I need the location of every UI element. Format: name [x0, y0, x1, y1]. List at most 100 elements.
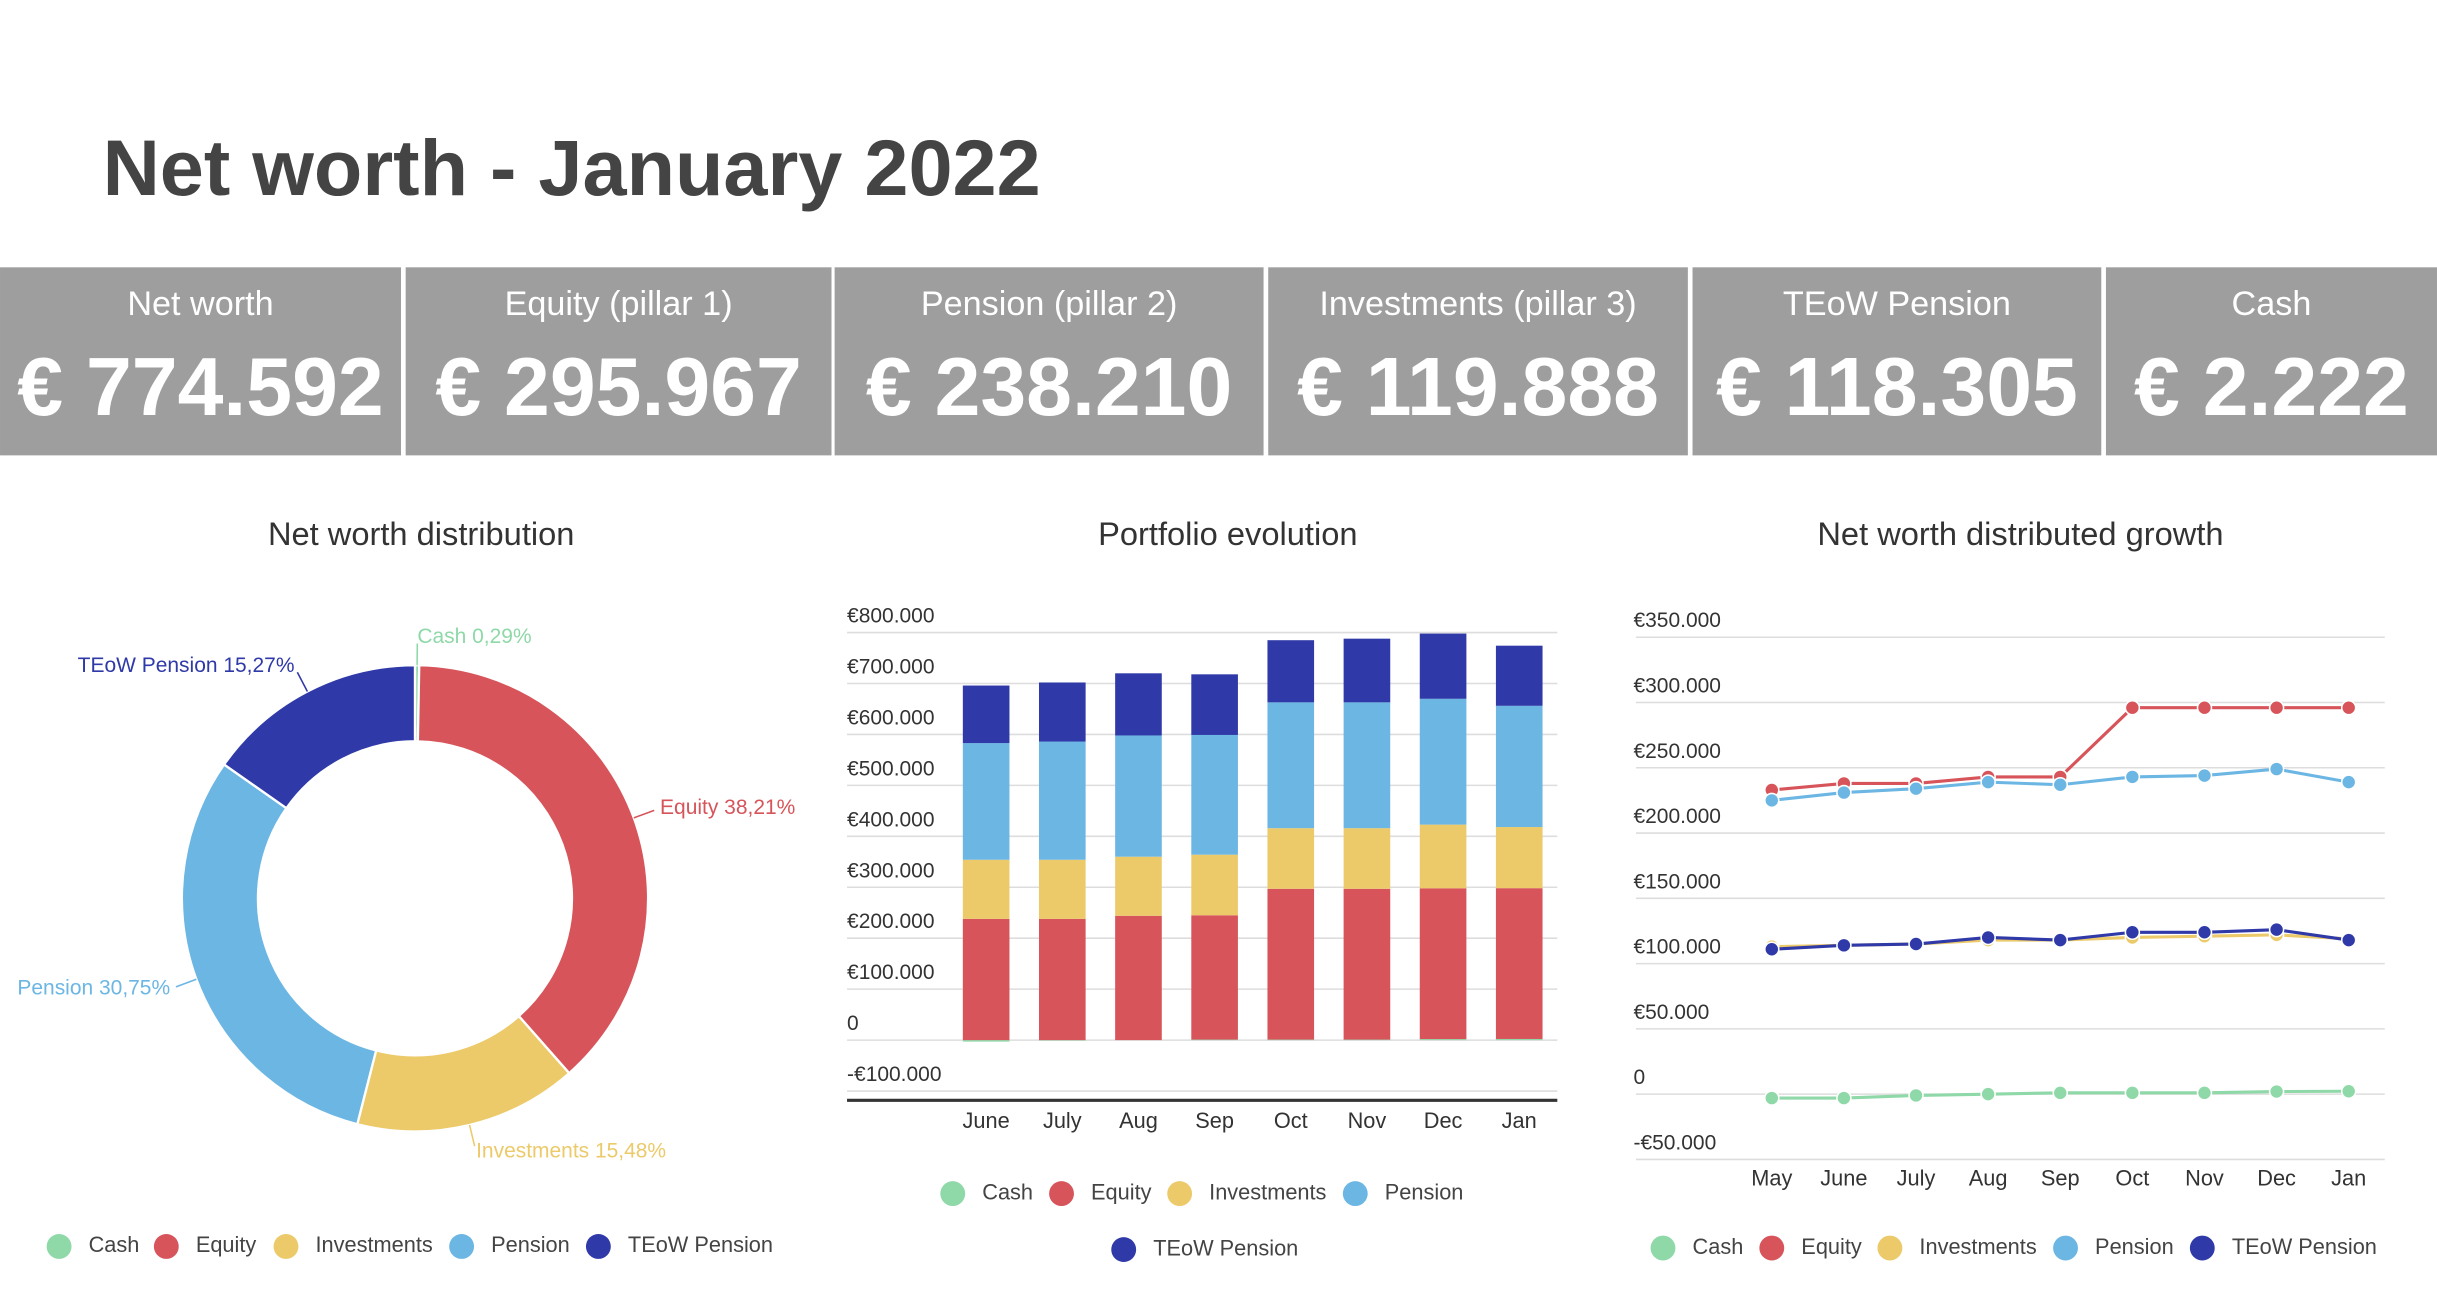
x-tick-label: July — [1897, 1165, 1936, 1190]
x-tick-label: Sep — [1195, 1108, 1234, 1133]
bar-segment — [1038, 1040, 1086, 1041]
legend-label: Investments — [316, 1232, 433, 1257]
kpi-value: € 2.222 — [2134, 341, 2409, 433]
bar-segment — [1267, 888, 1315, 1040]
bar-segment — [1115, 673, 1162, 736]
kpi-label: Equity (pillar 1) — [505, 285, 733, 323]
x-tick-label: June — [963, 1108, 1010, 1133]
kpi-card — [834, 267, 1264, 456]
series-marker — [2340, 774, 2357, 790]
series-marker — [2124, 1085, 2141, 1101]
bar-segment — [1343, 888, 1391, 1040]
series-marker — [2124, 924, 2141, 941]
series-marker — [1836, 1090, 1852, 1106]
bar-segment — [1038, 918, 1086, 1041]
series-marker — [2124, 699, 2141, 716]
x-tick-label: Aug — [1969, 1165, 2008, 1190]
bar-segment — [1419, 698, 1467, 825]
kpi-card — [1268, 267, 1688, 456]
page-title: Net worth - January 2022 — [103, 123, 1041, 212]
series-marker — [2124, 769, 2141, 785]
series-marker — [1836, 784, 1852, 801]
legend-swatch — [2189, 1235, 2215, 1261]
series-marker — [2340, 932, 2357, 948]
series-marker — [1980, 1086, 1996, 1102]
bar-segment — [1419, 888, 1467, 1040]
bar-segment — [1343, 638, 1391, 703]
bar-segment — [962, 743, 1010, 860]
bar-segment — [1267, 1039, 1315, 1041]
series-marker — [2196, 924, 2213, 941]
x-tick-label: May — [1751, 1165, 1792, 1190]
legend-label: Investments — [1919, 1234, 2036, 1259]
kpi-value: € 774.592 — [17, 341, 383, 433]
bar-segment — [1419, 1039, 1467, 1041]
bar-segment — [1495, 705, 1543, 828]
legend-swatch — [1049, 1181, 1074, 1207]
bar-segment — [962, 918, 1010, 1041]
series-marker — [2340, 1083, 2357, 1100]
legend-swatch — [153, 1234, 179, 1259]
y-tick-label: €400.000 — [847, 808, 934, 831]
y-tick-label: 0 — [847, 1012, 859, 1035]
kpi-value: € 238.210 — [866, 341, 1232, 433]
kpi-label: Investments (pillar 3) — [1319, 285, 1636, 323]
bar-segment — [1191, 734, 1238, 855]
kpi-value: € 119.888 — [1297, 341, 1659, 433]
x-tick-label: July — [1043, 1108, 1082, 1133]
legend-label: Pension — [491, 1232, 570, 1257]
legend-label: Cash — [1693, 1234, 1744, 1259]
y-tick-label: 0 — [1633, 1066, 1645, 1089]
y-tick-label: €200.000 — [847, 910, 934, 933]
leader-line — [633, 809, 655, 819]
y-tick-label: €300.000 — [1633, 674, 1720, 697]
series-marker — [1980, 929, 1996, 946]
legend-swatch — [1877, 1235, 1903, 1261]
bar-segment — [1191, 1039, 1238, 1041]
kpi-card — [2105, 267, 2437, 456]
x-tick-label: Oct — [1274, 1108, 1308, 1133]
x-tick-label: Jan — [1502, 1108, 1537, 1133]
series-marker — [2268, 699, 2285, 716]
series-marker — [2196, 1085, 2213, 1101]
kpi-card — [0, 267, 401, 456]
series-marker — [1908, 936, 1924, 952]
x-tick-label: Oct — [2115, 1165, 2149, 1190]
y-tick-label: -€50.000 — [1633, 1131, 1716, 1154]
series-marker — [1764, 792, 1780, 809]
x-tick-label: Sep — [2041, 1165, 2080, 1190]
series-marker — [1764, 941, 1780, 958]
kpi-label: TEoW Pension — [1783, 285, 2011, 323]
bar-segment — [1191, 854, 1238, 916]
bar-segment — [1115, 735, 1162, 857]
donut-segment — [416, 664, 650, 1075]
legend-swatch — [449, 1234, 475, 1259]
bar-segment — [1191, 674, 1238, 735]
legend-swatch — [940, 1181, 966, 1207]
leader-line — [296, 671, 309, 692]
data-label: Pension 30,75% — [17, 977, 170, 1000]
legend-label: TEoW Pension — [1153, 1235, 1298, 1260]
kpi-card — [1692, 267, 2102, 456]
series-marker — [2196, 767, 2213, 784]
kpi-value: € 118.305 — [1716, 341, 2078, 433]
chart-title: Net worth distributed growth — [1817, 515, 2223, 552]
series-marker — [2268, 921, 2285, 938]
x-tick-label: Dec — [1424, 1108, 1463, 1133]
y-tick-label: €100.000 — [847, 961, 934, 984]
bar-segment — [1038, 682, 1086, 742]
x-tick-label: Nov — [2185, 1165, 2224, 1190]
y-tick-label: €50.000 — [1633, 1001, 1709, 1024]
legend-swatch — [1650, 1235, 1676, 1261]
bar-segment — [1115, 856, 1162, 916]
kpi-value: € 295.967 — [435, 341, 801, 433]
y-tick-label: €250.000 — [1633, 740, 1720, 763]
bar-segment — [1115, 915, 1162, 1041]
series-marker — [2052, 1085, 2069, 1101]
bar-segment — [1495, 645, 1543, 706]
legend-swatch — [1111, 1237, 1137, 1263]
bar-segment — [1495, 827, 1543, 889]
legend-label: Pension — [1385, 1179, 1464, 1204]
y-tick-label: €700.000 — [847, 656, 934, 679]
